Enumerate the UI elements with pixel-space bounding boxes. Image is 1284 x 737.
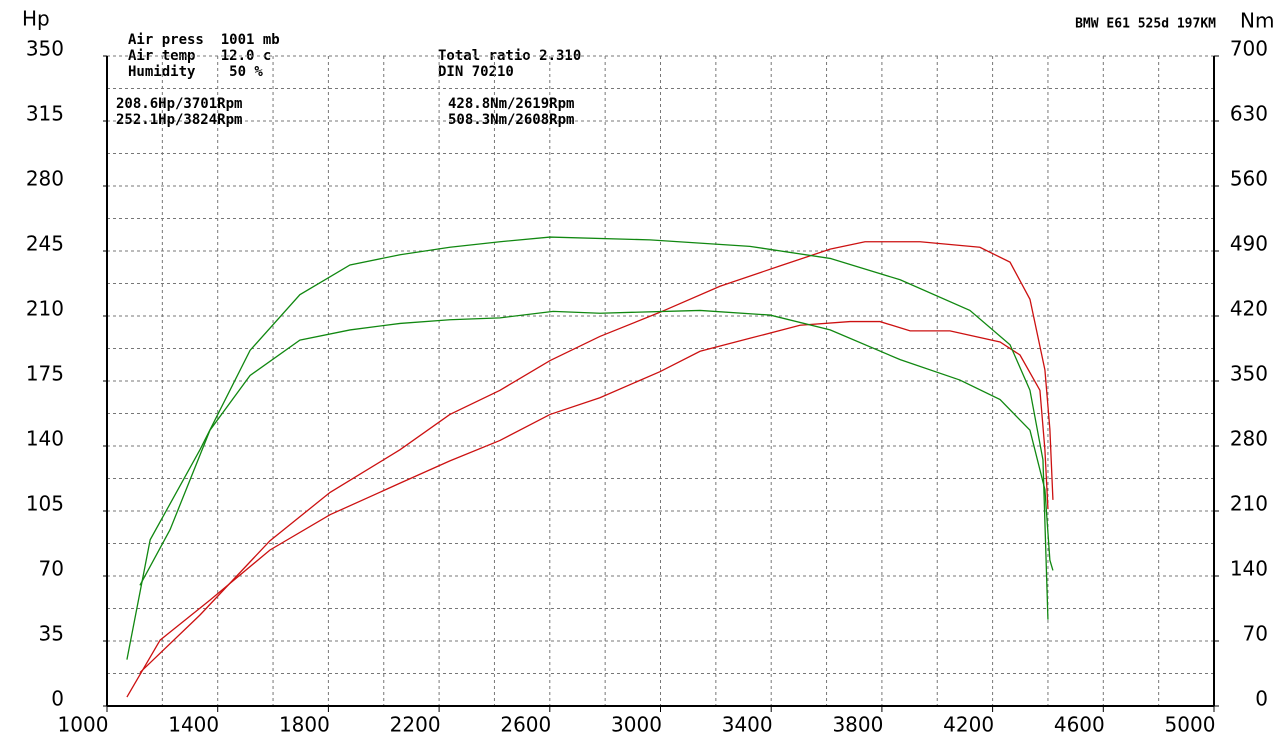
data-line (139, 241, 1054, 674)
y2-tick-label: 560 (1230, 167, 1268, 191)
x-tick-label: 4200 (943, 713, 994, 737)
annotation: DIN 70210 (438, 64, 514, 80)
y-tick-label: 70 (39, 557, 64, 581)
annotation: Air press 1001 mb (128, 32, 280, 48)
data-line (139, 309, 1054, 586)
peak-label: 508.3Nm/2608Rpm (448, 112, 574, 128)
y2-tick-label: 420 (1230, 297, 1268, 321)
y-tick-label: 140 (26, 427, 64, 451)
x-tick-label: 1400 (168, 713, 219, 737)
chart-title: BMW E61 525d 197KM (1075, 17, 1216, 32)
y-tick-label: 35 (39, 622, 64, 646)
x-tick-label: 1000 (58, 713, 109, 737)
y-tick-label: 0 (51, 687, 64, 711)
x-tick-label: 2600 (500, 713, 551, 737)
x-tick-label: 3400 (722, 713, 773, 737)
y2-tick-label: 0 (1255, 687, 1268, 711)
y-tick-label: 280 (26, 167, 64, 191)
y2-tick-label: 140 (1230, 557, 1268, 581)
y2-tick-label: 280 (1230, 427, 1268, 451)
peak-label: 252.1Hp/3824Rpm (116, 112, 242, 128)
x-tick-label: 1800 (279, 713, 330, 737)
data-line (126, 320, 1049, 698)
peak-label: 208.6Hp/3701Rpm (116, 96, 242, 112)
y-tick-label: 210 (26, 297, 64, 321)
y2-tick-label: 630 (1230, 102, 1268, 126)
y-tick-label: 350 (26, 37, 64, 61)
x-tick-label: 3800 (832, 713, 883, 737)
y2-tick-label: 490 (1230, 232, 1268, 256)
y2-tick-label: 700 (1230, 37, 1268, 61)
x-tick-label: 4600 (1054, 713, 1105, 737)
y2-tick-label: 350 (1230, 362, 1268, 386)
y2-tick-label: 210 (1230, 492, 1268, 516)
y-tick-label: 315 (26, 102, 64, 126)
peak-label: 428.8Nm/2619Rpm (448, 96, 574, 112)
annotation: Humidity 50 % (128, 64, 263, 80)
data-line (126, 236, 1049, 660)
y-tick-label: 245 (26, 232, 64, 256)
x-tick-label: 5000 (1165, 713, 1216, 737)
y2-tick-label: 70 (1243, 622, 1268, 646)
y-tick-label: 105 (26, 492, 64, 516)
y2-axis-label: Nm (1240, 9, 1274, 33)
x-tick-label: 2200 (390, 713, 441, 737)
y-tick-label: 175 (26, 362, 64, 386)
y-axis-label: Hp (22, 7, 50, 31)
x-tick-label: 3000 (611, 713, 662, 737)
